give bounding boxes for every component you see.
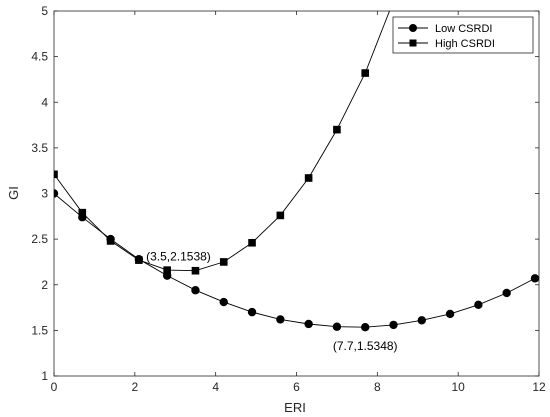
data-point-high-csrdi: [361, 69, 370, 77]
axis-ticks: [53, 10, 540, 377]
data-point-low-csrdi: [332, 322, 342, 331]
y-tick-label: 4: [41, 95, 48, 109]
data-point-high-csrdi: [78, 208, 87, 217]
x-tick-label: 4: [212, 380, 219, 394]
annotations: (3.5,2.1538) (7.7,1.5348): [146, 250, 397, 353]
y-tick-label: 2.5: [31, 232, 48, 246]
data-point-low-csrdi: [54, 189, 59, 198]
y-tick-label: 4.5: [31, 50, 48, 64]
point-annotation: (3.5,2.1538): [146, 250, 211, 264]
x-tick-label: 6: [293, 380, 300, 394]
legend-label: High CSRDI: [435, 38, 495, 50]
series-lines: [54, 11, 539, 332]
data-point-low-csrdi: [502, 288, 511, 298]
data-point-high-csrdi: [135, 256, 143, 264]
y-tick-label: 3.5: [31, 141, 48, 155]
y-tick-label: 2: [41, 278, 48, 292]
data-point-high-csrdi: [219, 258, 228, 266]
data-point-low-csrdi: [276, 315, 285, 324]
axis-tick-labels: 0 2 4 6 8 10 12 1 1.5 2 2.5 3 3.5 4 4.5 5: [31, 4, 546, 394]
x-tick-label: 0: [51, 380, 58, 394]
legend-marker-square: [409, 39, 417, 47]
data-point-low-csrdi: [191, 286, 200, 295]
data-point-high-csrdi: [191, 266, 200, 275]
data-point-low-csrdi: [530, 274, 539, 283]
data-point-high-csrdi: [54, 170, 58, 179]
legend-marker-circle: [409, 24, 417, 32]
y-tick-label: 1.5: [31, 323, 48, 337]
data-point-low-csrdi: [247, 307, 257, 317]
data-point-low-csrdi: [361, 322, 370, 332]
point-annotation: (7.7,1.5348): [333, 339, 398, 353]
data-point-low-csrdi: [417, 316, 426, 325]
data-point-low-csrdi: [304, 319, 313, 329]
data-point-high-csrdi: [106, 237, 115, 245]
data-point-high-csrdi: [163, 266, 171, 274]
legend: Low CSRDI High CSRDI: [392, 16, 534, 54]
x-tick-label: 10: [451, 380, 465, 394]
data-point-high-csrdi: [276, 211, 285, 220]
data-point-low-csrdi: [389, 320, 398, 330]
y-tick-label: 5: [41, 4, 48, 18]
y-tick-label: 3: [41, 187, 48, 201]
data-point-low-csrdi: [474, 300, 483, 310]
legend-label: Low CSRDI: [435, 23, 492, 35]
data-point-high-csrdi: [304, 174, 313, 182]
x-tick-label: 8: [374, 380, 381, 394]
data-point-high-csrdi: [333, 125, 341, 134]
x-tick-label: 2: [131, 380, 138, 394]
y-axis-title: GI: [6, 186, 21, 200]
legend-box: [392, 16, 534, 54]
x-axis-title: ERI: [284, 400, 306, 415]
y-tick-label: 1: [41, 369, 48, 383]
x-tick-label: 12: [532, 380, 546, 394]
data-point-low-csrdi: [445, 309, 455, 319]
data-point-high-csrdi: [248, 238, 256, 247]
data-point-low-csrdi: [219, 297, 228, 307]
